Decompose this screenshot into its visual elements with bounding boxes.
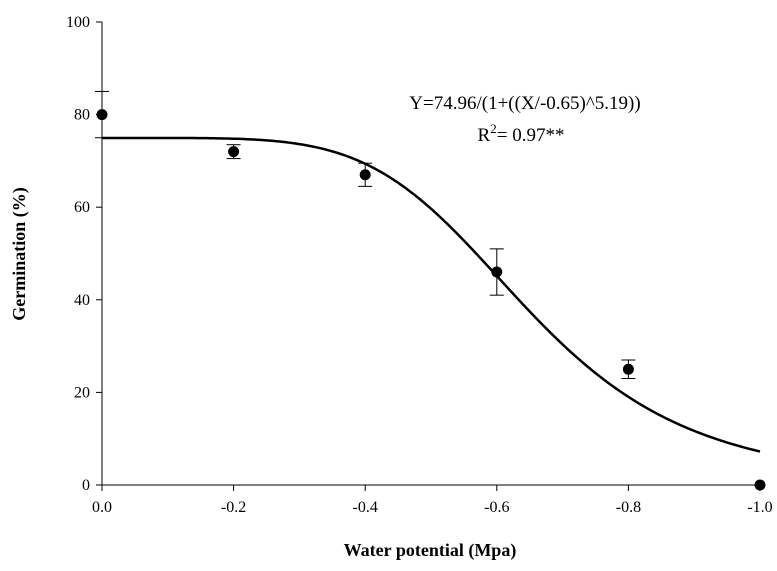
x-tick-label: -1.0 — [747, 499, 772, 516]
x-tick-label: -0.8 — [616, 499, 641, 516]
fit-equation: Y=74.96/(1+((X/-0.65)^5.19)) — [409, 93, 640, 114]
y-axis-title: Germination (%) — [9, 187, 30, 320]
x-axis-title: Water potential (Mpa) — [344, 540, 517, 561]
r-squared: R2= 0.97** — [478, 121, 565, 146]
data-point — [359, 169, 371, 181]
fit-equation-annotation: Y=74.96/(1+((X/-0.65)^5.19)) R2= 0.97** — [409, 93, 640, 146]
data-point — [96, 109, 108, 121]
x-tick-label: 0.0 — [92, 499, 112, 516]
y-tick-label: 0 — [82, 477, 90, 494]
data-point — [622, 363, 634, 375]
y-tick-label: 100 — [66, 14, 90, 31]
fit-curve — [102, 136, 761, 453]
y-tick-label: 20 — [74, 384, 90, 401]
y-tick-label: 40 — [74, 292, 90, 309]
x-tick-label: -0.4 — [353, 499, 378, 516]
data-point — [491, 266, 503, 278]
data-point — [228, 146, 240, 158]
plot-area: 0 20 40 60 80 100 0.0 -0.2 -0.4 -0.6 -0.8 -1.0 — [66, 14, 773, 516]
y-tick-label: 80 — [74, 107, 90, 124]
x-tick-label: -0.2 — [221, 499, 246, 516]
data-point — [754, 479, 766, 491]
y-tick-label: 60 — [74, 199, 90, 216]
x-tick-label: -0.6 — [484, 499, 509, 516]
